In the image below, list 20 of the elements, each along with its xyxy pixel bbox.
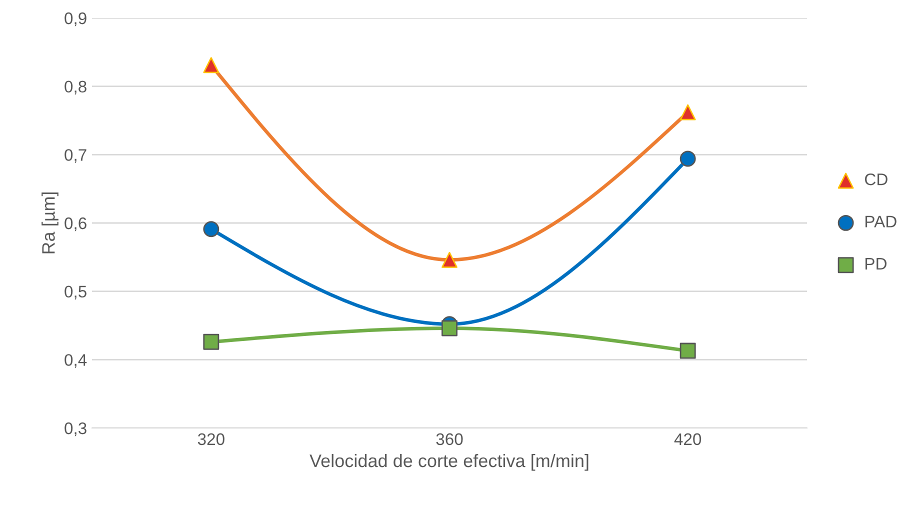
x-axis-title: Velocidad de corte efectiva [m/min] <box>310 454 588 471</box>
y-tick-label: 0,4 <box>64 354 87 368</box>
x-tick-label: 420 <box>674 433 702 446</box>
y-tick-label: 0,5 <box>64 286 86 300</box>
y-tick-label: 0,6 <box>64 217 86 232</box>
y-tick-label: 0,8 <box>64 80 86 95</box>
x-tick-label: 320 <box>198 433 224 446</box>
point <box>203 334 220 350</box>
point <box>203 221 220 238</box>
point <box>680 342 696 359</box>
y-tick-label: 0,7 <box>64 149 86 163</box>
x-tick-label: 360 <box>436 433 463 446</box>
y-tick-label: 0,3 <box>64 422 86 436</box>
legend-label: PD <box>866 258 887 270</box>
point <box>680 150 696 167</box>
legend-label: CD <box>864 173 888 186</box>
legend-label: PAD <box>866 216 896 228</box>
point <box>442 320 458 336</box>
y-axis-title: Ra [µm] <box>42 192 58 254</box>
y-tick-label: 0,9 <box>64 12 86 26</box>
